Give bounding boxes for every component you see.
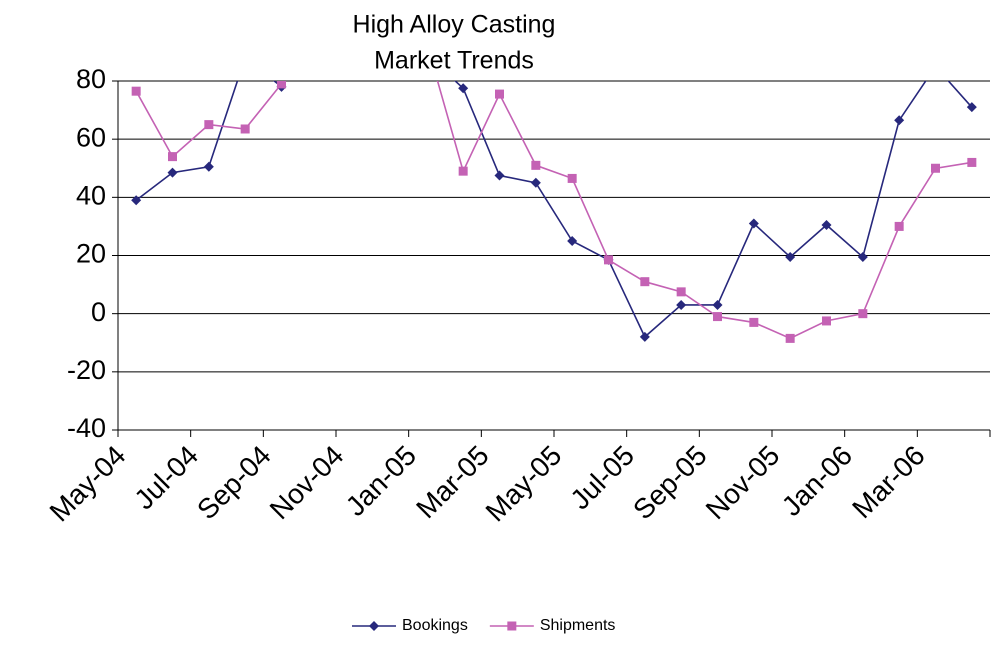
x-tick-label: May-05 — [480, 440, 568, 528]
point — [240, 124, 250, 134]
point — [748, 218, 759, 229]
x-tick-label: Mar-05 — [410, 440, 495, 525]
point — [821, 219, 832, 230]
y-tick-label: 80 — [76, 64, 106, 94]
point — [931, 61, 941, 71]
point — [567, 235, 578, 246]
x-tick-label: Nov-05 — [700, 440, 786, 526]
series-line — [135, 81, 972, 340]
point — [494, 170, 505, 181]
point — [639, 331, 650, 342]
chart-title: Market Trends — [374, 47, 534, 75]
point — [640, 277, 650, 287]
point — [567, 173, 577, 183]
point — [530, 177, 541, 188]
x-tick-label: Nov-04 — [264, 440, 350, 526]
legend-marker — [369, 621, 379, 631]
point — [167, 167, 178, 178]
point — [204, 120, 214, 130]
legend-marker — [507, 621, 517, 631]
y-tick-label: 0 — [91, 297, 106, 327]
y-tick-label: 20 — [76, 239, 106, 269]
x-tick-label: Mar-06 — [846, 440, 931, 525]
x-tick-label: May-04 — [44, 440, 132, 528]
legend-label: Bookings — [402, 617, 468, 634]
point — [931, 163, 940, 173]
y-tick-label: 60 — [76, 122, 106, 152]
point — [168, 152, 177, 162]
legend-label: Shipments — [540, 617, 616, 634]
point — [458, 83, 469, 94]
y-tick-label: 40 — [76, 180, 106, 210]
point — [676, 287, 686, 297]
point — [822, 316, 831, 326]
point — [894, 221, 904, 231]
point — [857, 251, 868, 262]
point — [531, 160, 541, 170]
y-tick-label: -40 — [67, 413, 106, 443]
point — [604, 255, 613, 265]
x-tick-label: Sep-04 — [191, 440, 277, 526]
point — [966, 102, 977, 113]
y-tick-label: -20 — [67, 355, 106, 385]
point — [240, 53, 250, 63]
point — [676, 299, 687, 310]
point — [785, 251, 796, 262]
point — [894, 115, 905, 126]
series-layer — [131, 18, 977, 343]
point — [967, 157, 977, 167]
point — [495, 89, 504, 99]
series-line — [135, 81, 973, 339]
point — [713, 312, 722, 322]
point — [858, 309, 868, 319]
point — [313, 18, 323, 28]
point — [458, 166, 468, 176]
point — [131, 195, 142, 206]
point — [749, 317, 759, 327]
x-tick-label: Jan-06 — [776, 440, 858, 522]
x-tick-label: Sep-05 — [627, 440, 713, 526]
chart-title: High Alloy Casting — [353, 11, 556, 39]
point — [712, 299, 723, 310]
point — [785, 333, 795, 343]
x-tick-label: Jan-05 — [340, 440, 422, 522]
point — [203, 161, 214, 172]
point — [131, 86, 141, 96]
point — [277, 81, 286, 89]
